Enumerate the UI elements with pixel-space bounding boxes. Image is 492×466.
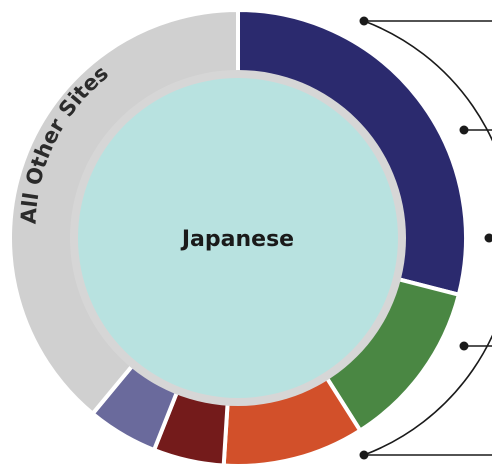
callout-dot-3 xyxy=(459,341,469,351)
callout-dot-2 xyxy=(484,233,492,243)
center-label: Japanese xyxy=(180,227,294,252)
callout-dot-4 xyxy=(359,450,369,460)
center-disc xyxy=(78,78,398,398)
callout-bracket-arc xyxy=(363,20,492,456)
callout-lines xyxy=(359,16,492,460)
callout-dot-0 xyxy=(359,16,369,26)
callout-dot-1 xyxy=(459,125,469,135)
